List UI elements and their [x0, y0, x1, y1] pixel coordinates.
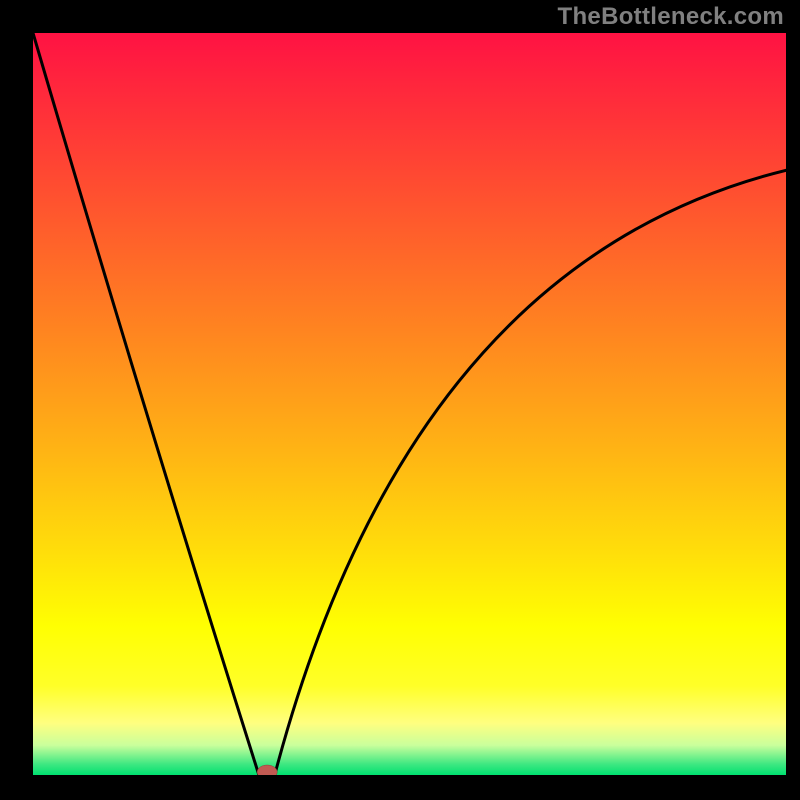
curve-right-branch — [275, 170, 786, 775]
plot-area — [33, 33, 786, 775]
chart-root: TheBottleneck.com — [0, 0, 800, 800]
watermark-text: TheBottleneck.com — [558, 3, 784, 31]
minimum-marker — [257, 765, 277, 775]
chart-background — [33, 33, 786, 775]
curve-left-branch — [33, 33, 259, 775]
chart-svg — [33, 33, 786, 775]
